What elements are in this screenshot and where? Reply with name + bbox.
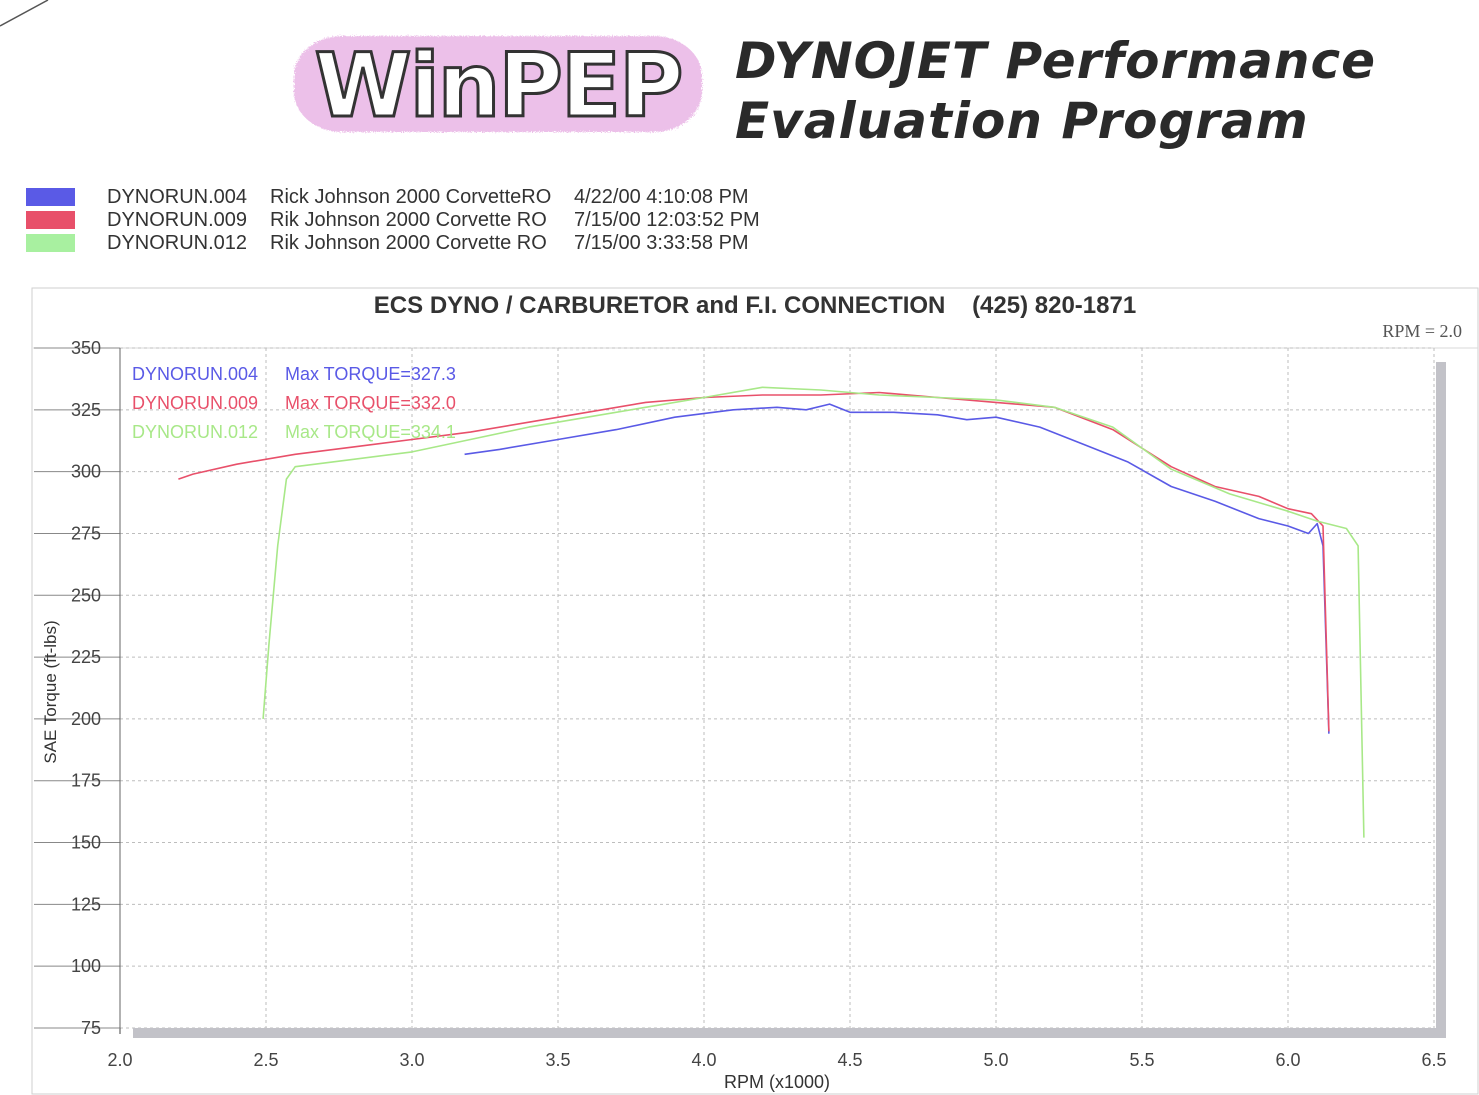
legend-date: 7/15/00 12:03:52 PM	[574, 209, 760, 231]
legend-swatch	[26, 188, 75, 206]
legend-description: Rik Johnson 2000 Corvette RO	[270, 209, 547, 231]
header-title-line2: Evaluation Program	[735, 92, 1309, 150]
series-line-dynorun-004	[464, 403, 1330, 734]
chart-corner-label: RPM = 2.0	[1382, 321, 1462, 341]
y-tick-label: 325	[71, 400, 101, 420]
x-tick-label: 6.0	[1275, 1050, 1300, 1070]
axis-ticks: 2.0 2.5 3.0 3.5 4.0 4.5 5.0 5.5 6.0 6.5 75 100 125 15…	[34, 338, 1447, 1070]
y-axis-label: SAE Torque (ft-lbs)	[41, 620, 60, 763]
series-line-dynorun-012	[262, 386, 1365, 838]
y-tick-label: 350	[71, 338, 101, 358]
legend-file: DYNORUN.004	[107, 186, 248, 208]
y-tick-label: 250	[71, 585, 101, 605]
legend-date: 7/15/00 3:33:58 PM	[574, 232, 749, 254]
legend-file: DYNORUN.009	[107, 209, 248, 231]
legend-swatch	[26, 211, 75, 229]
y-tick-label: 100	[71, 956, 101, 976]
y-tick-label: 125	[71, 894, 101, 914]
legend-description: Rick Johnson 2000 CorvetteRO	[270, 186, 552, 208]
x-tick-label: 6.5	[1421, 1050, 1446, 1070]
x-tick-label: 4.5	[837, 1050, 862, 1070]
header-title-line1: DYNOJET Performance	[735, 32, 1377, 90]
annotation-file: DYNORUN.012	[132, 422, 258, 442]
y-tick-label: 150	[71, 833, 101, 853]
series-lines	[178, 386, 1365, 838]
winpep-logo: WinPEP	[288, 28, 708, 140]
annotation-max-torque: Max TORQUE=332.0	[285, 393, 456, 413]
x-tick-label: 2.5	[253, 1050, 278, 1070]
chart-frame	[31, 287, 1479, 1095]
legend-description: Rik Johnson 2000 Corvette RO	[270, 232, 547, 254]
y-tick-label: 275	[71, 523, 101, 543]
x-tick-label: 3.0	[399, 1050, 424, 1070]
series-line-dynorun-009	[178, 391, 1330, 732]
legend-date: 4/22/00 4:10:08 PM	[574, 186, 749, 208]
legend-swatch	[26, 234, 75, 252]
chart-title: ECS DYNO / CARBURETOR and F.I. CONNECTIO…	[374, 292, 1136, 319]
annotation-file: DYNORUN.004	[132, 364, 258, 384]
grid	[119, 347, 1435, 1029]
annotations: DYNORUN.004 Max TORQUE=327.3 DYNORUN.009 Ma…	[132, 364, 456, 442]
logo-text: WinPEP	[315, 34, 682, 137]
x-tick-label: 3.5	[545, 1050, 570, 1070]
right-scrollbar	[1436, 362, 1446, 1038]
x-tick-label: 5.0	[983, 1050, 1008, 1070]
x-tick-label: 4.0	[691, 1050, 716, 1070]
annotation-max-torque: Max TORQUE=327.3	[285, 364, 456, 384]
y-tick-label: 175	[71, 771, 101, 791]
annotation-file: DYNORUN.009	[132, 393, 258, 413]
annotation-max-torque: Max TORQUE=334.1	[285, 422, 456, 442]
corner-mark	[0, 0, 49, 27]
legend-file: DYNORUN.012	[107, 232, 248, 254]
x-tick-label: 5.5	[1129, 1050, 1154, 1070]
x-axis-label: RPM (x1000)	[724, 1072, 830, 1092]
bottom-scrollbar	[133, 1028, 1438, 1038]
y-tick-label: 75	[81, 1018, 101, 1038]
y-tick-label: 200	[71, 709, 101, 729]
y-tick-label: 225	[71, 647, 101, 667]
y-tick-label: 300	[71, 462, 101, 482]
x-tick-label: 2.0	[107, 1050, 132, 1070]
